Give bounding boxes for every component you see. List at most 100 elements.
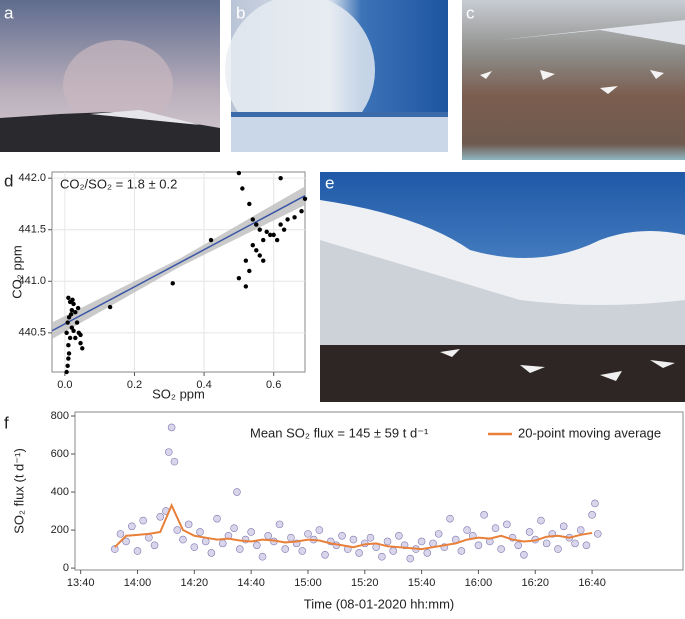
data-point — [571, 539, 579, 548]
x-tick-label: 15:40 — [408, 577, 436, 589]
data-point — [65, 320, 70, 325]
data-point — [66, 356, 71, 361]
data-point — [537, 516, 545, 525]
data-point — [503, 520, 511, 529]
data-point — [264, 531, 272, 540]
y-tick-label: 400 — [51, 486, 69, 498]
x-tick-label: 0.2 — [127, 379, 142, 391]
data-point — [247, 528, 255, 536]
data-point — [110, 545, 119, 553]
data-point — [254, 222, 259, 227]
data-point — [78, 340, 83, 346]
data-point — [243, 284, 249, 289]
data-point — [434, 530, 443, 538]
data-point — [66, 342, 71, 348]
data-point — [65, 363, 70, 369]
x-tick-label: 0.0 — [57, 379, 72, 391]
data-point — [170, 457, 179, 466]
data-point — [67, 335, 73, 341]
data-point — [236, 275, 242, 281]
data-point — [236, 170, 242, 176]
data-point — [247, 201, 252, 207]
data-point — [261, 237, 266, 243]
data-point — [240, 186, 245, 191]
data-point — [355, 549, 363, 557]
data-point — [299, 208, 304, 214]
data-point — [271, 232, 276, 238]
data-point — [254, 248, 259, 253]
panel-label: e — [325, 173, 334, 192]
data-point — [66, 351, 72, 356]
y-tick-label: 0 — [63, 562, 69, 574]
data-point — [457, 547, 466, 555]
data-point — [593, 530, 602, 538]
data-point — [366, 533, 375, 542]
data-point — [423, 549, 432, 557]
data-point — [542, 539, 551, 548]
panel-label: b — [236, 3, 245, 22]
data-point — [378, 552, 386, 561]
data-point — [78, 332, 83, 338]
data-point — [491, 524, 500, 532]
data-point — [395, 531, 403, 540]
data-point — [145, 533, 153, 542]
annotation: CO₂/SO₂ = 1.8 ± 0.2 — [60, 176, 177, 191]
data-point — [190, 543, 199, 551]
data-point — [164, 448, 173, 456]
data-point — [170, 281, 175, 286]
data-point — [73, 335, 78, 341]
data-point — [292, 215, 297, 220]
data-point — [338, 531, 346, 540]
data-point — [285, 217, 290, 222]
x-tick-label: 15:20 — [351, 577, 379, 589]
data-point — [68, 312, 74, 317]
panel-label: d — [4, 171, 13, 190]
data-point — [274, 237, 280, 243]
data-point — [133, 547, 142, 555]
data-point — [207, 549, 216, 557]
data-point — [582, 541, 591, 550]
data-point — [128, 522, 136, 531]
y-axis-label: SO₂ flux (t d⁻¹) — [11, 448, 26, 534]
data-point — [179, 535, 187, 544]
data-point — [230, 524, 238, 532]
data-point — [349, 535, 358, 544]
data-point — [383, 537, 392, 546]
y-axis-label: CO₂ ppm — [9, 245, 24, 298]
data-point — [66, 295, 71, 300]
data-point — [257, 253, 262, 258]
data-point — [304, 530, 312, 538]
data-point — [75, 305, 81, 311]
data-point — [278, 222, 283, 227]
data-point — [64, 369, 69, 375]
x-tick-label: 0.6 — [266, 379, 281, 391]
data-point — [514, 541, 523, 550]
x-tick-label: 16:40 — [578, 577, 606, 589]
y-tick-label: 200 — [51, 524, 69, 536]
data-point — [167, 423, 176, 432]
fit-line — [51, 195, 306, 332]
data-point — [302, 196, 308, 202]
data-point — [588, 511, 596, 519]
data-point — [247, 268, 252, 274]
x-axis-label: Time (08-01-2020 hh:mm) — [304, 596, 455, 611]
data-point — [264, 229, 269, 234]
data-point — [576, 526, 585, 534]
data-point — [389, 547, 398, 555]
data-point — [315, 526, 324, 534]
x-tick-label: 14:40 — [237, 577, 265, 589]
data-point — [417, 537, 426, 546]
data-point — [278, 175, 283, 181]
data-point — [213, 514, 221, 523]
data-point — [287, 533, 295, 542]
legend-label: 20-point moving average — [518, 425, 661, 440]
data-point — [66, 315, 72, 320]
data-point — [250, 242, 255, 248]
data-point — [321, 550, 329, 559]
data-point — [69, 307, 75, 313]
data-point — [267, 232, 273, 238]
data-point — [156, 512, 165, 521]
data-point — [218, 539, 227, 548]
y-tick-label: 442.0 — [18, 172, 46, 184]
y-tick-label: 800 — [51, 410, 69, 422]
